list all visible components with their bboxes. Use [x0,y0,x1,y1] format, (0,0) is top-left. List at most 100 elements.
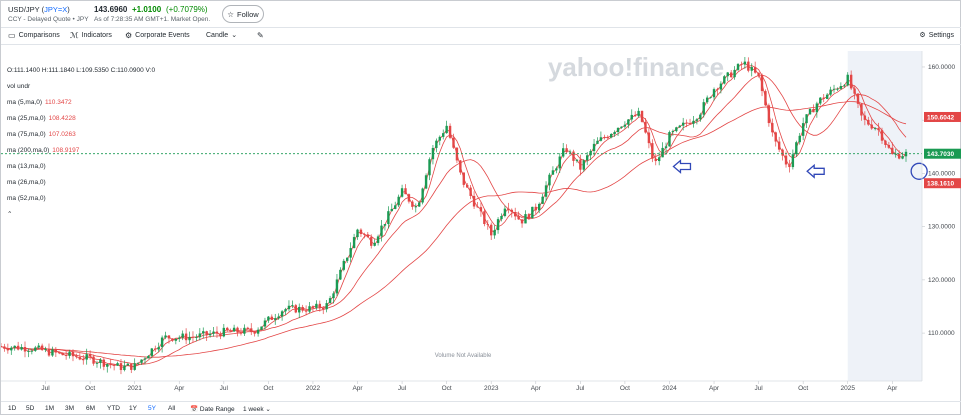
candle-body [747,61,750,71]
candle-body [483,211,486,225]
range-5d[interactable]: 5D [26,405,35,412]
candle-body [579,159,582,170]
collapse-legend-icon[interactable]: ⌃ [7,211,13,218]
candle-body [304,310,308,312]
y-axis: 110.0000120.0000130.0000140.0000150.0000… [921,51,955,381]
candle-body [246,327,250,329]
candle-body [716,89,719,90]
candle-body [291,305,294,306]
candle-body [82,359,85,361]
draw-tool-button[interactable]: ✎ [257,31,264,40]
candle-body [30,350,34,352]
candle-body [764,91,767,106]
candle-body [462,172,465,185]
candle-body [99,359,102,364]
candle-body [609,134,613,138]
candle-body [27,351,30,352]
candle-body [757,72,760,76]
ma25-label: ma (25,ma,0) [7,115,46,122]
ma52-legend[interactable]: ma (52,ma,0) [7,191,155,207]
ma5-legend[interactable]: ma (5,ma,0) 110.3472 [7,95,155,111]
candle-body [544,185,548,197]
comparisons-button[interactable]: ▭ Comparisons [8,31,60,40]
candle-body [95,363,99,364]
symbol-code[interactable]: JPY=X [44,5,68,14]
candle-body [380,225,383,237]
candle-body [777,141,781,150]
range-ytd[interactable]: YTD [107,405,120,412]
range-6m[interactable]: 6M [86,405,96,412]
chart-type-dropdown[interactable]: Candle ⌄ [206,31,237,40]
candle-body [822,97,825,99]
x-tick-label: Apr [887,385,898,392]
candle-body [555,168,558,171]
indicators-button[interactable]: ℳ Indicators [70,31,112,40]
price-chart[interactable]: yahoo!finance 110.0000 120.0000 130.0000 14… [1,46,961,401]
candle-body [729,72,733,78]
star-icon: ☆ [227,9,235,19]
candle-body [801,123,805,136]
x-tick-label: Oct [85,385,95,392]
candle-body [527,214,531,219]
candle-body [267,316,270,321]
candle-body [452,137,455,148]
candle-body [743,61,747,65]
candle-body [13,345,16,348]
candle-body [298,306,301,313]
range-1d[interactable]: 1D [8,405,17,412]
candle-body [236,327,239,333]
x-tick-label: Jul [220,385,229,392]
candle-body [92,356,95,364]
x-tick-label: 2024 [662,385,677,392]
range-1m[interactable]: 1M [45,405,55,412]
range-5y[interactable]: 5Y [148,405,156,412]
y-tick-label: 130.0000 [928,224,955,231]
corporate-events-button[interactable]: ⚙ Corporate Events [125,31,190,40]
comparisons-icon: ▭ [8,31,16,40]
candle-body [736,64,740,70]
candle-body [496,219,500,231]
candle-body [565,148,568,153]
candle-body [599,137,603,141]
ma25-legend[interactable]: ma (25,ma,0) 108.4228 [7,111,155,127]
candle-body [239,332,243,334]
ma5-value: 110.3472 [45,99,72,106]
candle-body [167,335,171,339]
follow-button[interactable]: ☆ Follow [222,5,264,23]
candle-body [630,114,633,120]
candle-body [791,154,795,168]
candle-body [198,333,202,338]
range-3m[interactable]: 3M [65,405,75,412]
candle-body [394,205,397,209]
settings-button[interactable]: ⚙ Settings [919,31,954,40]
interval-dropdown[interactable]: 1 week ⌄ [243,405,271,413]
watermark: yahoo!finance [548,52,724,82]
candle-body [356,229,359,238]
price-tag-label: 138.1610 [927,181,954,188]
candle-body [894,153,897,155]
x-tick-label: 2025 [840,385,855,392]
ma75-legend[interactable]: ma (75,ma,0) 107.0263 [7,127,155,143]
range-all[interactable]: All [168,405,176,412]
candle-body [839,86,843,89]
range-1y[interactable]: 1Y [129,405,137,412]
ma26-label: ma (26,ma,0) [7,179,46,186]
ma200-legend[interactable]: ma (200,ma,0) 108.9197 [7,143,155,159]
candle-body [486,224,489,225]
candle-body [664,146,668,148]
candle-body [202,331,205,334]
ma26-legend[interactable]: ma (26,ma,0) [7,175,155,191]
candle-body [44,348,47,351]
candle-body [174,338,178,341]
symbol-pair: USD/JPY [8,5,40,14]
candle-body [178,337,181,339]
ma13-legend[interactable]: ma (13,ma,0) [7,159,155,175]
candle-body [78,357,82,360]
candle-body [51,349,54,356]
candle-body [476,206,479,208]
price-tag-label: 150.6042 [927,114,954,121]
candle-body [428,159,431,176]
candle-body [671,131,675,133]
date-range-button[interactable]: 📅 Date Range [190,405,235,413]
candle-body [534,206,537,211]
